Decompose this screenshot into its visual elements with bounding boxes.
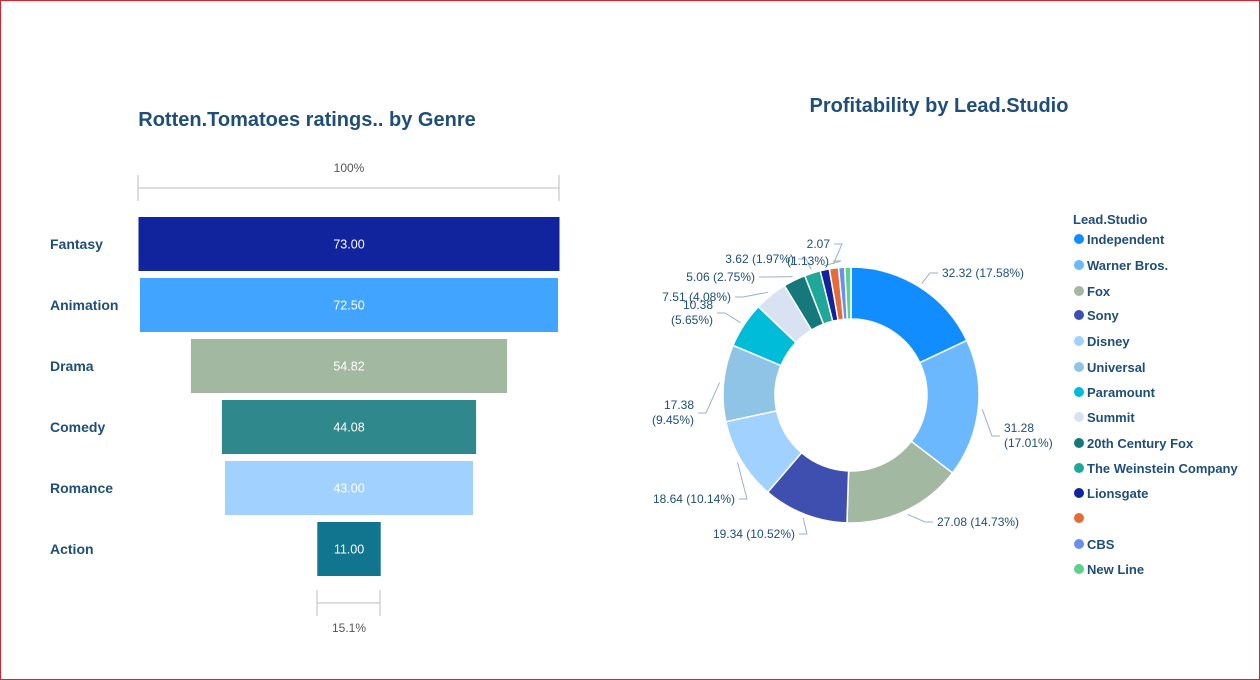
funnel-bar-action[interactable] — [317, 522, 381, 576]
funnel-category-label: Comedy — [50, 419, 105, 435]
funnel-value-label: 73.00 — [333, 238, 364, 252]
funnel-bar-drama[interactable] — [190, 339, 508, 393]
funnel-top-percent: 100% — [334, 161, 365, 175]
funnel-top-dimension — [137, 175, 560, 201]
funnel-bottom-percent: 15.1% — [332, 621, 366, 635]
funnel-category-label: Fantasy — [50, 236, 103, 252]
funnel-bar-comedy[interactable] — [221, 400, 477, 454]
funnel-bar-romance[interactable] — [225, 461, 473, 515]
funnel-value-label: 11.00 — [334, 543, 364, 557]
funnel-value-label: 44.08 — [333, 421, 364, 435]
funnel-bottom-dimension — [316, 590, 381, 616]
funnel-bars: 73.00 Fantasy 72.50 Animation 54.82 Drama 44.0… — [50, 217, 560, 576]
funnel-value-label: 72.50 — [333, 299, 364, 313]
funnel-category-label: Romance — [50, 480, 113, 496]
funnel-value-label: 43.00 — [333, 482, 364, 496]
funnel-bar-animation[interactable] — [139, 278, 559, 332]
funnel-category-label: Drama — [50, 358, 94, 374]
funnel-chart[interactable]: Rotten.Tomatoes ratings.. by Genre 100% … — [0, 0, 640, 680]
funnel-bar-fantasy[interactable] — [138, 217, 560, 271]
funnel-title: Rotten.Tomatoes ratings.. by Genre — [138, 109, 475, 131]
funnel-value-label: 54.82 — [333, 360, 364, 374]
funnel-category-label: Action — [50, 541, 94, 557]
funnel-category-label: Animation — [50, 297, 118, 313]
